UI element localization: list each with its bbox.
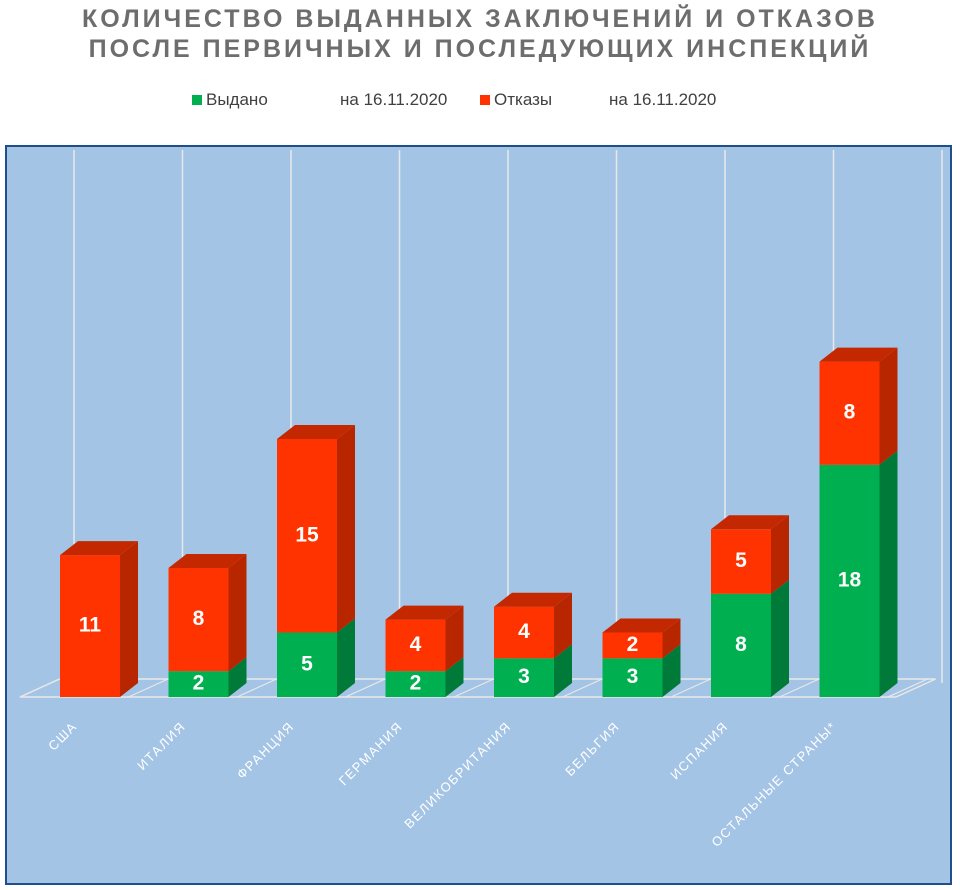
bar-issued xyxy=(385,671,446,697)
data-label-issued: 3 xyxy=(518,665,530,688)
chart-title-line-1: КОЛИЧЕСТВО ВЫДАННЫХ ЗАКЛЮЧЕНИЙ И ОТКАЗОВ xyxy=(82,5,878,33)
category-label: США xyxy=(45,719,80,754)
floor-divider xyxy=(779,678,820,698)
bar-refused-top xyxy=(60,541,138,556)
data-label-issued: 3 xyxy=(627,665,639,688)
bar-refused xyxy=(168,568,229,672)
bar-issued xyxy=(277,632,337,697)
category-label: ИТАЛИЯ xyxy=(134,719,189,774)
bar-issued xyxy=(168,671,229,697)
floor-divider xyxy=(19,678,60,698)
bar-refused xyxy=(277,439,337,633)
legend-label-issued: Выдано xyxy=(206,90,268,109)
category-label: БЕЛЬГИЯ xyxy=(562,719,622,779)
data-label-refused: 2 xyxy=(627,633,639,656)
bar-issued-side xyxy=(228,657,247,697)
category-label: ГЕРМАНИЯ xyxy=(336,719,406,789)
bar-issued-side xyxy=(445,657,464,697)
bar-refused xyxy=(602,632,663,659)
bar-refused-top xyxy=(711,515,789,530)
data-label-refused: 4 xyxy=(518,620,530,643)
floor-divider xyxy=(236,678,277,698)
bar-issued xyxy=(711,593,771,697)
bar-refused-top xyxy=(277,425,355,439)
data-label-issued: 2 xyxy=(193,672,205,695)
category-label: ФРАНЦИЯ xyxy=(234,719,297,782)
bar-refused-top xyxy=(385,605,464,620)
bar-refused-top xyxy=(819,347,898,362)
floor-divider xyxy=(128,678,169,698)
bar-refused-top xyxy=(602,618,681,633)
chart-title-line-2: ПОСЛЕ ПЕРВИЧНЫХ И ПОСЛЕДУЮЩИХ ИНСПЕКЦИЙ xyxy=(88,35,872,63)
bar-refused-side xyxy=(337,425,355,633)
data-label-refused: 8 xyxy=(193,607,205,630)
bar-refused-side xyxy=(120,541,138,697)
bar-refused-side xyxy=(771,515,789,594)
data-label-refused: 8 xyxy=(844,401,856,424)
bar-refused-side xyxy=(228,554,247,672)
bar-refused xyxy=(819,361,880,465)
floor-divider xyxy=(453,678,494,698)
data-label-issued: 8 xyxy=(735,633,747,656)
floor-divider xyxy=(562,678,603,698)
bar-refused xyxy=(494,606,554,659)
data-label-refused: 11 xyxy=(79,614,102,637)
legend-date-issued: на 16.11.2020 xyxy=(340,90,448,109)
bar-issued-side xyxy=(337,618,355,697)
bar-issued xyxy=(602,658,663,697)
floor-divider xyxy=(670,678,711,698)
chart-legend: Выдано на 16.11.2020 Отказы на 16.11.202… xyxy=(0,90,960,114)
bar-issued xyxy=(494,658,554,697)
legend-item-issued: Выдано xyxy=(192,90,268,110)
data-label-issued: 2 xyxy=(410,672,422,695)
bar-issued-side xyxy=(771,579,789,697)
category-label: ИСПАНИЯ xyxy=(667,719,731,783)
bar-issued-side xyxy=(879,450,898,697)
legend-swatch-refused xyxy=(480,95,490,105)
bar-refused-top xyxy=(494,592,572,607)
bar-issued-side xyxy=(554,644,572,697)
legend-swatch-issued xyxy=(192,95,202,105)
data-label-refused: 4 xyxy=(410,633,422,656)
floor-divider xyxy=(887,678,928,698)
bar-issued xyxy=(819,464,880,697)
bar-refused xyxy=(385,619,446,672)
data-label-issued: 18 xyxy=(838,568,862,591)
category-label: ОСТАЛЬНЫЕ СТРАНЫ* xyxy=(708,719,839,850)
bar-refused-side xyxy=(554,592,572,659)
bar-refused xyxy=(711,529,771,594)
legend-item-refused: Отказы xyxy=(480,90,552,110)
bar-refused-side xyxy=(879,347,898,465)
floor-divider xyxy=(345,678,386,698)
bar-refused xyxy=(60,555,120,697)
bar-refused-top xyxy=(168,554,247,568)
legend-label-refused: Отказы xyxy=(494,90,553,109)
category-label: ВЕЛИКОБРИТАНИЯ xyxy=(401,719,514,832)
bar-issued-side xyxy=(662,644,681,697)
bar-refused-side xyxy=(445,605,464,672)
chart-plot-area xyxy=(5,145,952,885)
data-label-refused: 5 xyxy=(735,549,747,572)
data-label-refused: 15 xyxy=(295,523,319,546)
bar-refused-side xyxy=(662,618,681,659)
data-label-issued: 5 xyxy=(301,652,313,675)
legend-date-refused: на 16.11.2020 xyxy=(609,90,717,109)
